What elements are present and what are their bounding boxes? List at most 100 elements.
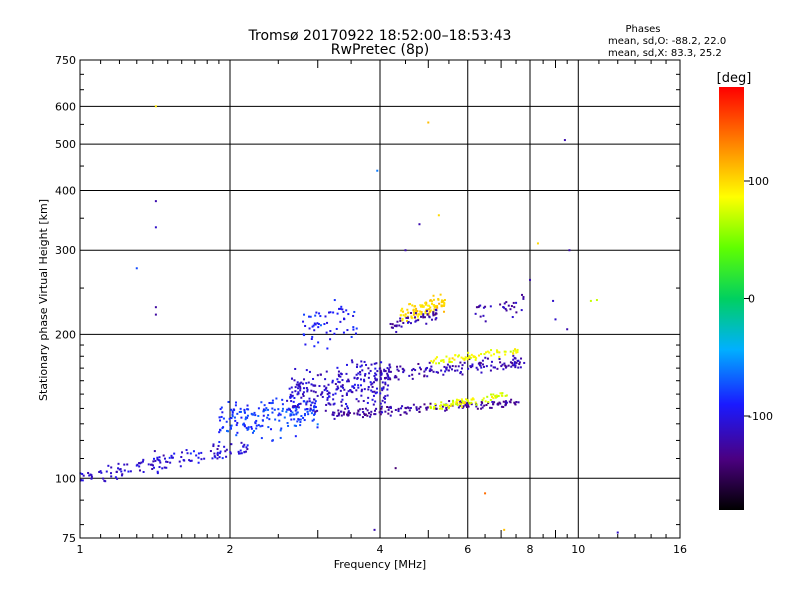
data-point	[462, 405, 465, 408]
data-point	[331, 379, 334, 382]
data-point	[384, 410, 387, 413]
data-point	[404, 411, 407, 414]
data-point	[398, 324, 401, 327]
data-point	[203, 457, 206, 460]
colorbar-tick-label: 100	[748, 175, 769, 188]
data-point	[418, 407, 421, 410]
data-point	[455, 398, 458, 401]
data-point	[287, 407, 290, 410]
data-point	[299, 385, 302, 388]
data-point	[226, 429, 229, 432]
data-point	[444, 404, 447, 407]
data-point	[369, 369, 372, 372]
data-point	[500, 394, 503, 397]
data-point	[616, 531, 619, 534]
data-point	[448, 361, 451, 364]
data-point	[399, 319, 402, 322]
data-point	[246, 414, 249, 417]
data-point	[321, 391, 324, 394]
data-point	[374, 413, 377, 416]
data-point	[435, 362, 438, 365]
data-point	[239, 407, 242, 410]
data-point	[513, 306, 516, 309]
data-point	[312, 390, 315, 393]
data-point	[305, 382, 308, 385]
data-point	[357, 409, 360, 412]
data-point	[118, 468, 121, 471]
data-point	[483, 353, 486, 356]
data-point	[299, 402, 302, 405]
data-point	[375, 391, 378, 394]
data-point	[231, 411, 234, 414]
data-point	[375, 387, 378, 390]
data-point	[281, 398, 284, 401]
data-point	[107, 464, 110, 467]
data-point	[467, 367, 470, 370]
data-point	[481, 406, 484, 409]
data-point	[384, 383, 387, 386]
data-point	[470, 366, 473, 369]
data-point	[397, 410, 400, 413]
data-point	[102, 477, 105, 480]
y-tick-label: 75	[62, 532, 76, 545]
data-point	[391, 326, 394, 329]
data-point	[244, 418, 247, 421]
data-point	[504, 307, 507, 310]
data-point	[412, 403, 415, 406]
data-point	[536, 242, 539, 245]
data-point	[401, 367, 404, 370]
data-point	[401, 307, 404, 310]
data-point	[402, 314, 405, 317]
data-point	[504, 350, 507, 353]
data-point	[383, 377, 386, 380]
data-point	[182, 459, 185, 462]
data-point	[379, 392, 382, 395]
phases-label: Phases	[625, 24, 660, 35]
data-point	[360, 388, 363, 391]
data-point	[297, 391, 300, 394]
data-point	[339, 307, 342, 310]
data-point	[417, 362, 420, 365]
data-point	[313, 329, 316, 332]
data-point	[375, 362, 378, 365]
data-point	[303, 313, 306, 316]
data-point	[266, 416, 269, 419]
data-point	[447, 405, 450, 408]
data-point	[339, 372, 342, 375]
data-point	[425, 302, 428, 305]
data-point	[484, 351, 487, 354]
data-point	[147, 463, 150, 466]
data-point	[216, 452, 219, 455]
data-point	[379, 367, 382, 370]
data-point	[459, 400, 462, 403]
data-point	[327, 402, 330, 405]
data-point	[386, 367, 389, 370]
data-point	[154, 459, 157, 462]
data-point	[414, 305, 417, 308]
data-point	[154, 200, 157, 203]
data-point	[139, 462, 142, 465]
data-point	[400, 325, 403, 328]
data-point	[421, 304, 424, 307]
data-point	[441, 405, 444, 408]
data-point	[420, 315, 423, 318]
data-point	[358, 408, 361, 411]
data-point	[302, 320, 305, 323]
data-point	[152, 460, 155, 463]
data-point	[403, 369, 406, 372]
data-point	[140, 461, 143, 464]
data-point	[484, 305, 487, 308]
data-point	[429, 368, 432, 371]
data-point	[347, 378, 350, 381]
data-point	[415, 408, 418, 411]
data-point	[320, 392, 323, 395]
data-point	[462, 400, 465, 403]
data-point	[341, 385, 344, 388]
data-point	[443, 365, 446, 368]
data-point	[310, 383, 313, 386]
data-point	[340, 400, 343, 403]
data-point	[485, 404, 488, 407]
data-point	[242, 445, 245, 448]
data-point	[383, 401, 386, 404]
data-point	[401, 405, 404, 408]
